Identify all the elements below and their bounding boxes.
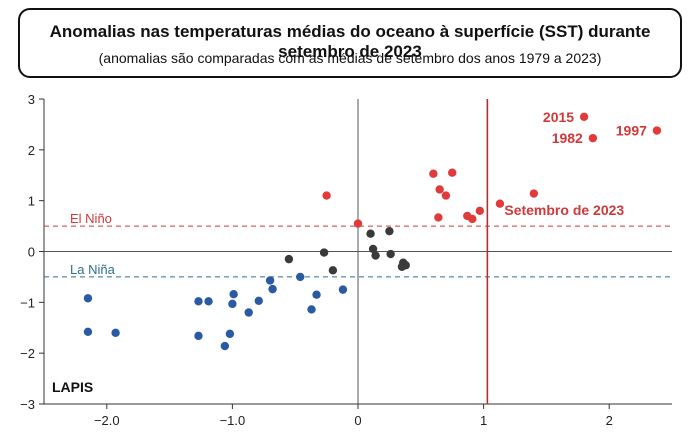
- reference-lines-group: El Niño La Niña Setembro de 2023: [44, 99, 672, 404]
- data-point: [225, 329, 235, 339]
- data-point: [386, 249, 395, 259]
- data-point: [338, 285, 348, 294]
- data-point: [111, 328, 120, 338]
- data-point: [204, 297, 213, 306]
- data-point: [284, 254, 294, 264]
- setembro-2023-label: Setembro de 2023: [504, 202, 624, 218]
- data-point: [353, 219, 363, 228]
- data-point: [83, 327, 93, 337]
- y-tick-label: 3: [28, 92, 35, 107]
- data-point: [371, 251, 380, 260]
- y-tick-label: 2: [28, 143, 35, 158]
- data-point: [495, 199, 505, 208]
- data-point: [312, 290, 321, 299]
- data-point: [366, 229, 375, 238]
- data-point: [229, 290, 238, 299]
- data-point: [434, 213, 443, 222]
- labels-group: 2015 1982 1997 LAPIS: [52, 109, 647, 395]
- y-tick-label: −2: [20, 346, 35, 361]
- data-point: [588, 133, 598, 143]
- la-nina-label: La Niña: [70, 262, 116, 277]
- data-point: [244, 308, 253, 317]
- data-point: [652, 126, 662, 135]
- point-label-1997: 1997: [616, 123, 647, 139]
- data-point: [194, 297, 203, 306]
- x-tick-label: 2: [606, 413, 613, 428]
- chart-title: Anomalias nas temperaturas médias do oce…: [49, 22, 651, 61]
- data-point: [254, 296, 263, 306]
- data-point: [385, 226, 394, 236]
- y-tick-label: −3: [20, 397, 35, 412]
- x-tick-label: 0: [354, 413, 361, 428]
- data-point: [529, 189, 539, 198]
- data-point: [448, 168, 457, 177]
- data-point: [194, 331, 203, 341]
- data-point: [265, 276, 275, 285]
- data-point: [401, 261, 410, 270]
- data-point: [441, 191, 451, 200]
- data-point: [475, 206, 485, 216]
- data-point: [296, 272, 305, 282]
- chart-subtitle: (anomalias são comparadas com as médias …: [98, 50, 602, 66]
- data-point: [322, 191, 331, 200]
- data-point: [228, 299, 237, 309]
- data-point: [319, 248, 329, 257]
- data-point: [268, 284, 277, 294]
- data-point: [429, 169, 438, 178]
- data-point: [435, 185, 444, 194]
- x-tick-label: −1.0: [220, 413, 246, 428]
- data-point: [307, 305, 316, 314]
- lapis-logo: LAPIS: [52, 379, 93, 395]
- x-tick-label: 1: [480, 413, 487, 428]
- data-point: [579, 112, 589, 121]
- data-point: [368, 244, 378, 254]
- title-box: Anomalias nas temperaturas médias do oce…: [18, 8, 682, 78]
- el-nino-label: El Niño: [70, 211, 112, 226]
- data-point: [328, 266, 338, 275]
- y-tick-label: −1: [20, 295, 35, 310]
- point-label-2015: 2015: [543, 109, 574, 125]
- point-label-1982: 1982: [552, 130, 583, 146]
- data-point: [468, 214, 477, 224]
- x-tick-label: −2.0: [94, 413, 120, 428]
- data-point: [83, 294, 93, 303]
- y-tick-label: 1: [28, 194, 35, 209]
- axes-group: −3 −2 −1 0 1 2 3 −2.0 −1.0 0 1 2: [20, 92, 672, 428]
- points-group: [83, 112, 662, 351]
- data-point: [220, 341, 230, 351]
- y-tick-label: 0: [28, 245, 35, 260]
